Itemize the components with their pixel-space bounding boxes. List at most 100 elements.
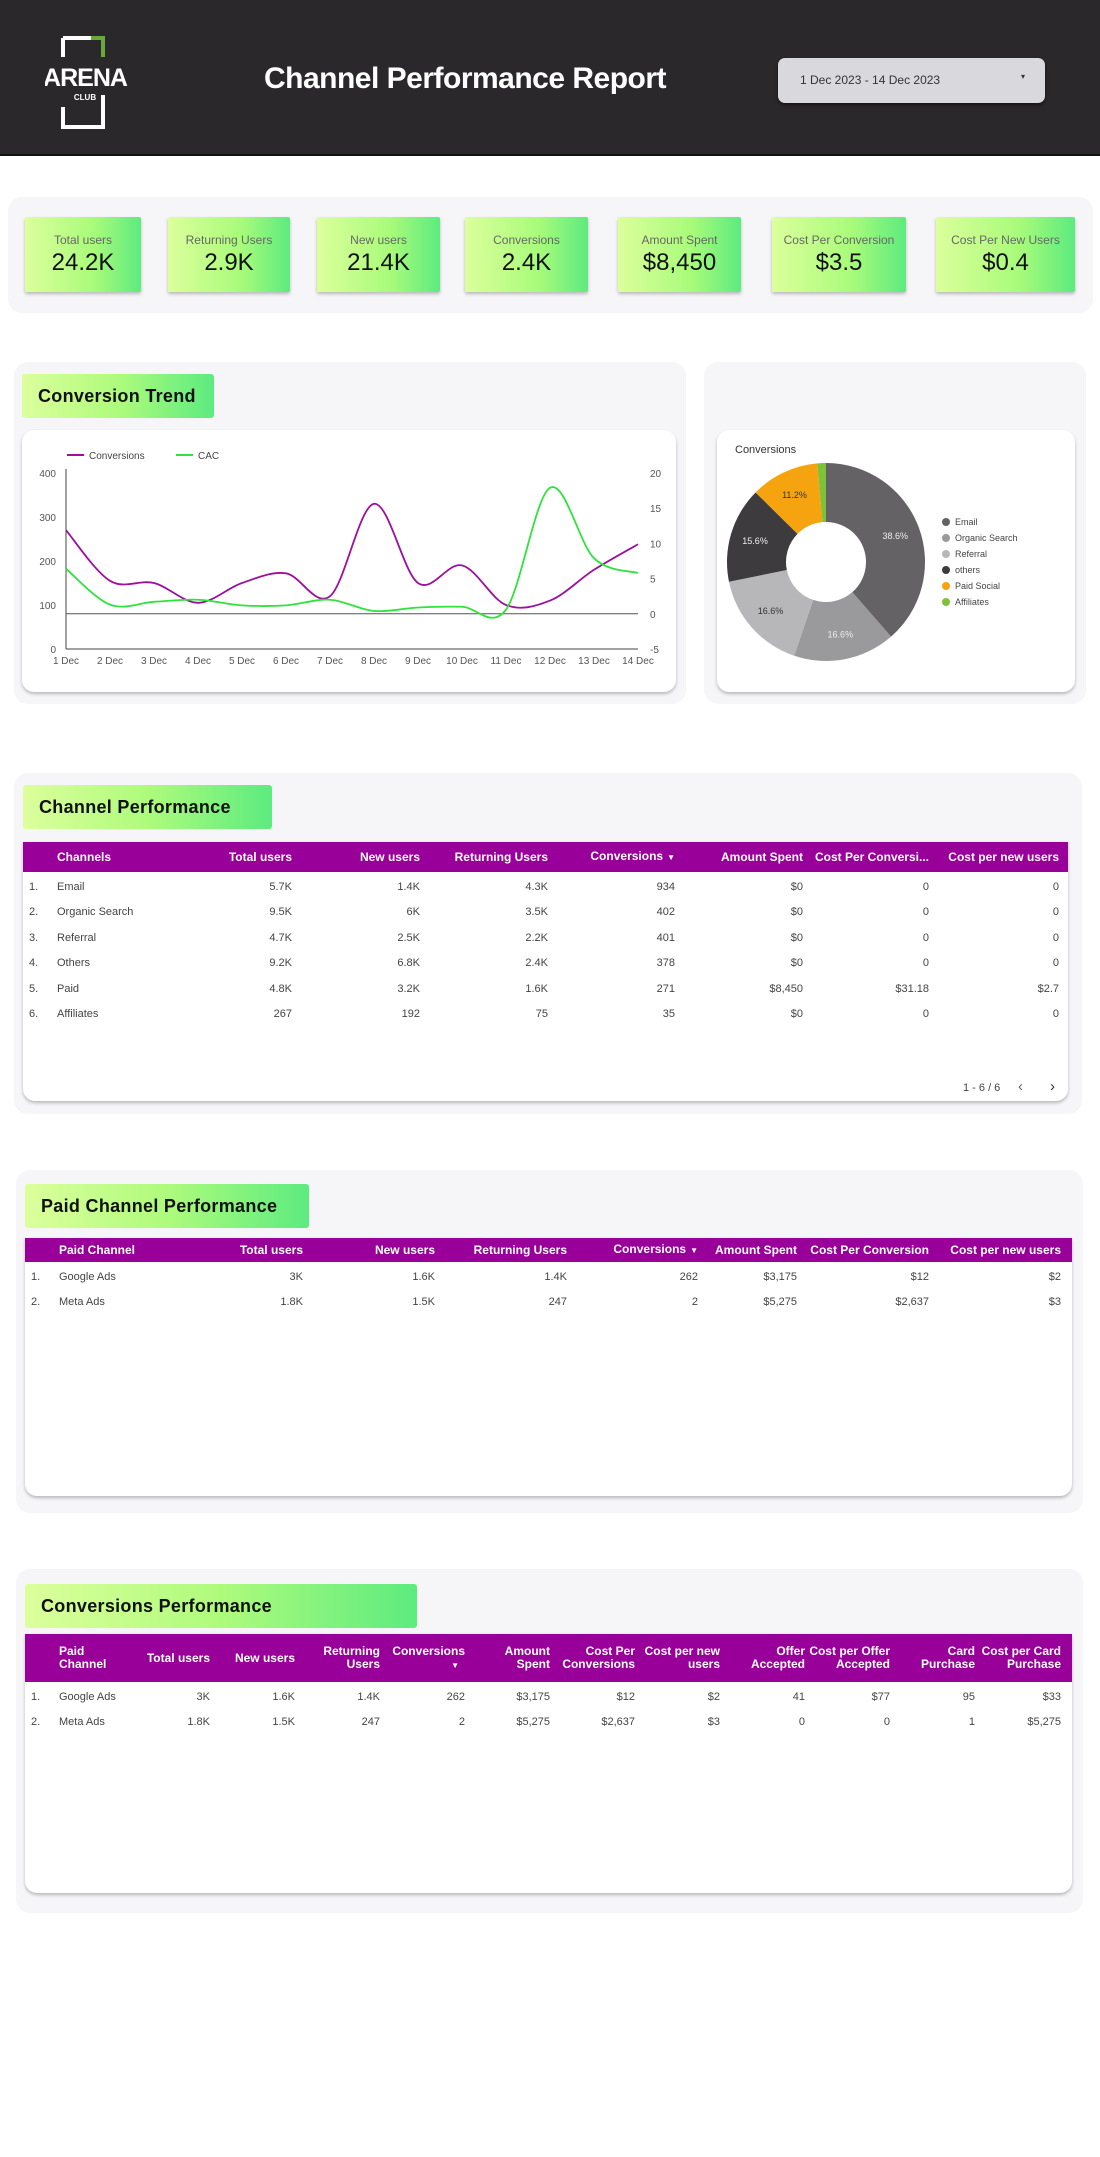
column-header[interactable]: Amount Spent [679, 851, 807, 864]
column-header[interactable]: Cost Per Conversi... [807, 851, 933, 864]
table-row[interactable]: 1. Google Ads 3K 1.6K 1.4K 262 $3,175 $12 $2 [25, 1264, 1072, 1290]
x-tick-label: 11 Dec [491, 656, 522, 667]
table-cell: 0 [922, 1008, 929, 1021]
table-row[interactable]: 1. Google Ads 3K 1.6K 1.4K 262 $3,175 $12 $2 41 $7… [25, 1684, 1072, 1710]
table-cell: 0 [1052, 1008, 1059, 1021]
legend-label[interactable]: Organic Search [955, 533, 1018, 543]
y-right-tick-label: 20 [650, 469, 662, 480]
column-header[interactable]: Cost per new users [933, 1244, 1065, 1257]
column-header-label: Cost per Offer Accepted [809, 1645, 890, 1671]
column-header[interactable]: Cost per Card Purchase [979, 1645, 1065, 1671]
row-index: 4. [29, 957, 39, 970]
legend-label[interactable]: Affiliates [955, 597, 989, 607]
slice-label: 15.6% [742, 536, 768, 546]
column-header[interactable]: Conversions ▼ [552, 850, 679, 864]
column-header[interactable]: Channels [51, 851, 168, 864]
sort-desc-icon[interactable]: ▼ [451, 1660, 459, 1670]
column-header-label: Cost per new users [644, 1645, 720, 1671]
table-header: Paid Channel Total users New users Returnin… [25, 1238, 1072, 1262]
table-row[interactable]: 6. Affiliates 267 192 75 35 $0 0 0 [23, 1002, 1068, 1028]
column-header-label: Amount Spent [715, 1243, 797, 1257]
table-cell: $3 [1048, 1296, 1061, 1309]
legend-label[interactable]: Paid Social [955, 581, 1000, 591]
prev-page-button[interactable]: ‹ [1018, 1078, 1023, 1095]
table-cell: 6K [406, 906, 420, 919]
arena-club-logo: ARENA CLUB [45, 36, 129, 129]
pie-slice-referral[interactable] [728, 569, 814, 656]
x-tick-label: 3 Dec [141, 656, 167, 667]
pie-slice-email[interactable] [826, 463, 925, 637]
legend-label[interactable]: Email [955, 517, 978, 527]
column-header[interactable]: New users [214, 1652, 299, 1665]
table-cell: $8,450 [769, 982, 803, 995]
svg-text:ARENA: ARENA [45, 64, 128, 92]
table-row[interactable]: 2. Meta Ads 1.8K 1.5K 247 2 $5,275 $2,637 $3 0 0 1 $… [25, 1710, 1072, 1736]
sort-desc-icon[interactable]: ▼ [667, 853, 675, 862]
pie-slice-organic-search[interactable] [794, 592, 892, 661]
table-cell: 2 [691, 1296, 698, 1309]
column-header[interactable]: New users [307, 1244, 439, 1257]
date-range-picker[interactable]: 1 Dec 2023 - 14 Dec 2023 ▾ [778, 58, 1045, 103]
pie-slice-affiliates[interactable] [817, 463, 826, 523]
table-row[interactable]: 1. Email 5.7K 1.4K 4.3K 934 $0 0 0 [23, 874, 1068, 900]
column-header[interactable]: New users [296, 851, 424, 864]
column-header[interactable]: Card Purchase [894, 1645, 979, 1671]
column-header[interactable]: Cost per new users [933, 851, 1063, 864]
legend-label[interactable]: others [955, 565, 981, 575]
column-header[interactable]: Amount Spent [469, 1645, 554, 1671]
column-header[interactable]: Total users [168, 851, 296, 864]
column-header[interactable]: Cost Per Conversion [801, 1244, 933, 1257]
column-header-label: Returning Users [454, 850, 548, 864]
table-row[interactable]: 2. Organic Search 9.5K 6K 3.5K 402 $0 0 0 [23, 900, 1068, 926]
column-header-label: Conversions [613, 1243, 687, 1256]
column-header[interactable]: Cost per Offer Accepted [809, 1645, 894, 1671]
column-header-label: Total users [228, 850, 292, 864]
legend-label[interactable]: Conversions [89, 451, 145, 462]
column-header[interactable]: Returning Users [299, 1645, 384, 1671]
table-cell: 1.6K [412, 1270, 435, 1283]
column-header[interactable]: Returning Users [439, 1244, 571, 1257]
conversions-performance-title: Conversions Performance [25, 1584, 417, 1628]
kpi-card: New users 21.4K [317, 217, 440, 292]
x-tick-label: 8 Dec [361, 656, 387, 667]
kpi-card: Conversions 2.4K [465, 217, 588, 292]
column-header[interactable]: Total users [133, 1652, 214, 1665]
column-header[interactable]: Amount Spent [702, 1244, 801, 1257]
column-header[interactable]: Returning Users [424, 851, 552, 864]
pie-slice-others[interactable] [727, 492, 798, 582]
slice-label: 11.2% [782, 490, 807, 500]
column-header[interactable]: Offer Accepted [724, 1645, 809, 1671]
column-header-label: Total users [146, 1651, 210, 1665]
pie-slice-paid-social[interactable] [755, 463, 823, 534]
table-row[interactable]: 3. Referral 4.7K 2.5K 2.2K 401 $0 0 0 [23, 925, 1068, 951]
column-header-label: Returning Users [473, 1243, 567, 1257]
column-header[interactable]: Cost per new users [639, 1645, 724, 1671]
column-header[interactable]: Cost Per Conversions [554, 1645, 639, 1671]
column-header-label: Channels [57, 850, 112, 864]
legend-label[interactable]: Referral [955, 549, 987, 559]
column-header-label: Conversions [392, 1644, 465, 1658]
column-header[interactable]: Paid Channel [53, 1244, 179, 1257]
column-header[interactable]: Paid Channel [53, 1645, 133, 1671]
table-row[interactable]: 5. Paid 4.8K 3.2K 1.6K 271 $8,450 $31.18 $2.7 [23, 976, 1068, 1002]
legend-dot [942, 582, 950, 590]
kpi-label: Amount Spent [641, 233, 718, 247]
slice-label: 38.6% [883, 531, 909, 541]
table-cell: 5.7K [269, 880, 292, 893]
table-row[interactable]: 4. Others 9.2K 6.8K 2.4K 378 $0 0 0 [23, 951, 1068, 977]
sort-desc-icon[interactable]: ▼ [690, 1246, 698, 1255]
kpi-card: Amount Spent $8,450 [618, 217, 741, 292]
channel-performance-title: Channel Performance [23, 785, 272, 829]
table-cell: 3.5K [525, 906, 548, 919]
table-cell: Email [57, 880, 85, 893]
table-cell: Affiliates [57, 1008, 99, 1021]
column-header[interactable]: Conversions ▼ [384, 1645, 469, 1672]
next-page-button[interactable]: › [1050, 1078, 1055, 1095]
table-row[interactable]: 2. Meta Ads 1.8K 1.5K 247 2 $5,275 $2,637 $3 [25, 1290, 1072, 1316]
column-header-label: Cost per new users [948, 850, 1059, 864]
column-header[interactable]: Total users [179, 1244, 307, 1257]
y-left-tick-label: 400 [39, 469, 56, 480]
legend-label[interactable]: CAC [198, 451, 219, 462]
column-header[interactable]: Conversions ▼ [571, 1243, 702, 1257]
table-cell: 1.6K [272, 1690, 295, 1703]
